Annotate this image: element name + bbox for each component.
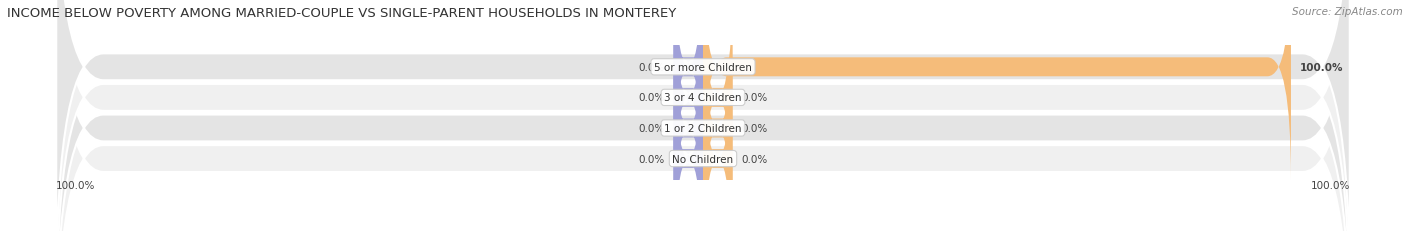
FancyBboxPatch shape: [703, 0, 733, 210]
Text: No Children: No Children: [672, 154, 734, 164]
FancyBboxPatch shape: [673, 46, 703, 231]
Text: 0.0%: 0.0%: [741, 93, 768, 103]
Text: 0.0%: 0.0%: [638, 123, 665, 133]
FancyBboxPatch shape: [56, 0, 1350, 231]
Text: 0.0%: 0.0%: [741, 123, 768, 133]
FancyBboxPatch shape: [56, 0, 1350, 231]
Text: 0.0%: 0.0%: [638, 63, 665, 73]
FancyBboxPatch shape: [56, 0, 1350, 231]
Text: 100.0%: 100.0%: [1310, 180, 1350, 190]
Text: 100.0%: 100.0%: [56, 180, 96, 190]
FancyBboxPatch shape: [673, 16, 703, 231]
Text: INCOME BELOW POVERTY AMONG MARRIED-COUPLE VS SINGLE-PARENT HOUSEHOLDS IN MONTERE: INCOME BELOW POVERTY AMONG MARRIED-COUPL…: [7, 7, 676, 20]
Text: 5 or more Children: 5 or more Children: [654, 63, 752, 73]
FancyBboxPatch shape: [673, 0, 703, 210]
Text: 0.0%: 0.0%: [638, 154, 665, 164]
FancyBboxPatch shape: [703, 0, 1291, 180]
FancyBboxPatch shape: [56, 0, 1350, 231]
Text: 1 or 2 Children: 1 or 2 Children: [664, 123, 742, 133]
FancyBboxPatch shape: [703, 16, 733, 231]
FancyBboxPatch shape: [673, 0, 703, 180]
Text: 100.0%: 100.0%: [1299, 63, 1343, 73]
Text: 3 or 4 Children: 3 or 4 Children: [664, 93, 742, 103]
Text: 0.0%: 0.0%: [638, 93, 665, 103]
FancyBboxPatch shape: [703, 46, 733, 231]
Text: Source: ZipAtlas.com: Source: ZipAtlas.com: [1292, 7, 1403, 17]
Text: 0.0%: 0.0%: [741, 154, 768, 164]
